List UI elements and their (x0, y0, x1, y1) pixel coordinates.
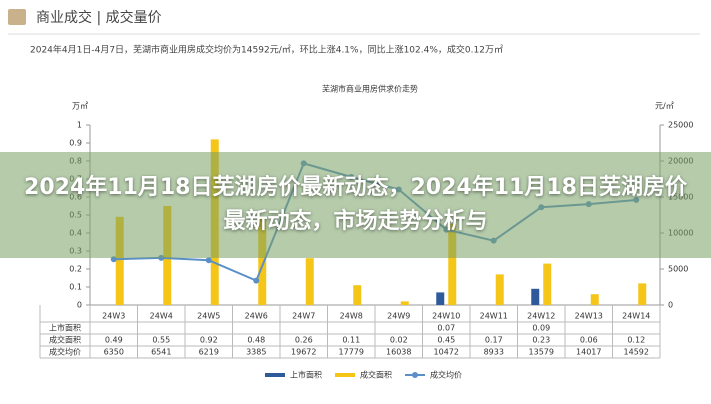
x-tick-label: 24W13 (575, 312, 603, 321)
header-title: 商业成交 | 成交量价 (36, 9, 162, 26)
y-tick-label: 0.9 (69, 139, 82, 148)
table-cell: 13579 (529, 348, 554, 357)
y-tick-label: 0.2 (69, 265, 82, 274)
table-cell: 0.49 (105, 336, 123, 345)
table-cell: 0.07 (437, 324, 455, 333)
table-cell: 0.12 (627, 336, 645, 345)
bar (115, 216, 124, 305)
legend-swatch (265, 373, 285, 377)
table-cell: 0.17 (485, 336, 503, 345)
table-cell: 14592 (624, 348, 649, 357)
table-row-label: 成交均价 (49, 347, 81, 357)
y-tick-label: 0 (77, 301, 82, 310)
bar (495, 274, 504, 305)
bar (258, 218, 267, 305)
table-cell: 6350 (104, 348, 124, 357)
table-cell: 14017 (576, 348, 601, 357)
table-cell: 0.23 (532, 336, 550, 345)
x-tick-label: 24W9 (387, 312, 410, 321)
x-tick-label: 24W14 (622, 312, 650, 321)
bar (543, 263, 552, 305)
x-tick-label: 24W6 (245, 312, 268, 321)
y2-tick-label: 5000 (668, 265, 688, 274)
table-cell: 0.02 (390, 336, 408, 345)
table-cell: 0.09 (532, 324, 550, 333)
bar (448, 224, 457, 305)
bar (436, 292, 445, 305)
x-tick-label: 24W11 (480, 312, 508, 321)
table-cell: 0.45 (437, 336, 455, 345)
y-tick-label: 0.1 (69, 283, 82, 292)
point (205, 257, 212, 264)
overlay-banner: 2024年11月18日芜湖房价最新动态，2024年11月18日芜湖房价最新动态，… (0, 152, 711, 258)
bar (531, 288, 540, 305)
table-cell: 0.11 (342, 336, 360, 345)
table-cell: 6219 (199, 348, 219, 357)
table-row-label: 成交面积 (49, 335, 81, 345)
x-tick-label: 24W8 (340, 312, 363, 321)
table-cell: 0.48 (247, 336, 265, 345)
table-cell: 8933 (484, 348, 504, 357)
table-cell: 0.92 (200, 336, 218, 345)
x-tick-label: 24W3 (102, 312, 125, 321)
y-axis-label: 万㎡ (72, 102, 88, 111)
header-subtitle: 2024年4月1日-4月7日，芜湖市商业用房成交均价为14592元/㎡，环比上涨… (30, 44, 503, 56)
x-tick-label: 24W10 (432, 312, 460, 321)
table-cell: 17779 (339, 348, 364, 357)
table-row-label: 上市面积 (49, 323, 81, 333)
header-icon (8, 9, 26, 25)
point (253, 277, 260, 284)
y-tick-label: 1 (77, 121, 82, 130)
legend-swatch (335, 373, 355, 377)
legend-label: 成交面积 (360, 370, 392, 380)
y2-tick-label: 0 (668, 301, 673, 310)
legend-swatch (412, 372, 418, 378)
y2-tick-label: 25000 (668, 121, 693, 130)
x-tick-label: 24W5 (197, 312, 220, 321)
table-cell: 3385 (246, 348, 266, 357)
x-tick-label: 24W12 (527, 312, 555, 321)
legend-label: 上市面积 (290, 370, 322, 380)
bar (590, 294, 599, 305)
x-tick-label: 24W4 (150, 312, 173, 321)
y2-axis-label: 元/㎡ (655, 102, 674, 111)
table-cell: 16038 (386, 348, 411, 357)
bar (638, 283, 647, 305)
table-cell: 6541 (151, 348, 171, 357)
bar (353, 285, 362, 305)
table-cell: 0.26 (295, 336, 313, 345)
table-cell: 19672 (291, 348, 316, 357)
legend-label: 成交均价 (430, 370, 462, 380)
overlay-title: 2024年11月18日芜湖房价最新动态，2024年11月18日芜湖房价最新动态，… (24, 175, 687, 234)
bar (400, 301, 409, 305)
bar (305, 258, 314, 305)
chart-title: 芜湖市商业用房供求价走势 (322, 84, 418, 94)
table-cell: 10472 (434, 348, 459, 357)
x-tick-label: 24W7 (292, 312, 315, 321)
table-cell: 0.06 (580, 336, 598, 345)
table-cell: 0.55 (152, 336, 170, 345)
